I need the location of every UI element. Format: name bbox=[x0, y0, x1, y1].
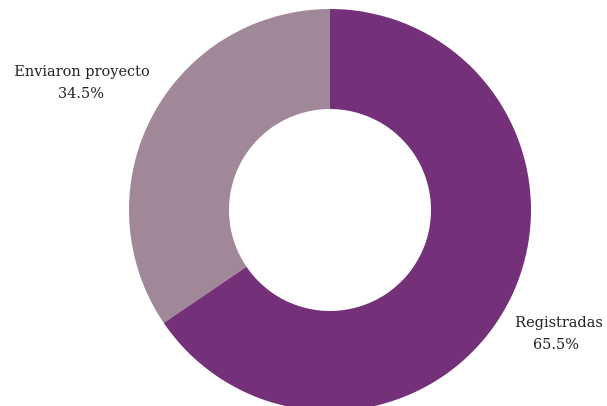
slice-value-enviaron-proyecto: 34.5% bbox=[58, 86, 104, 102]
donut-hole bbox=[229, 109, 431, 311]
slice-label-registradas: Registradas bbox=[515, 315, 603, 331]
slice-value-registradas: 65.5% bbox=[533, 337, 579, 353]
slice-label-enviaron-proyecto: Enviaron proyecto bbox=[14, 64, 149, 80]
slice-enviaron-proyecto bbox=[129, 8, 330, 323]
